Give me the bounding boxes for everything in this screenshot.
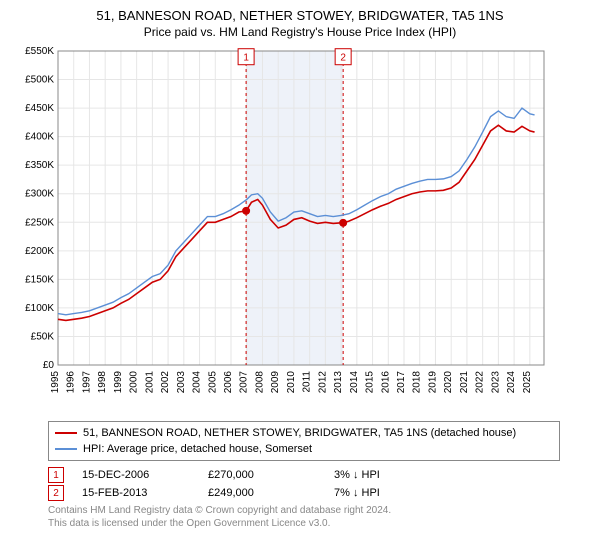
x-tick-label: 2008 <box>254 371 265 394</box>
y-tick-label: £50K <box>31 331 55 342</box>
legend-swatch <box>55 432 77 434</box>
x-tick-label: 2018 <box>412 371 423 394</box>
event-badge-label: 2 <box>340 53 346 64</box>
y-tick-label: £300K <box>25 189 54 200</box>
x-tick-label: 2024 <box>506 371 517 394</box>
footer-line: Contains HM Land Registry data © Crown c… <box>48 505 560 518</box>
x-tick-label: 2000 <box>129 371 140 394</box>
legend-label: HPI: Average price, detached house, Some… <box>83 441 312 457</box>
y-tick-label: £150K <box>25 274 54 285</box>
x-tick-label: 2006 <box>223 371 234 394</box>
x-tick-label: 2001 <box>144 371 155 394</box>
legend-item: HPI: Average price, detached house, Some… <box>55 441 553 457</box>
x-tick-label: 2004 <box>192 371 203 394</box>
x-tick-label: 2009 <box>270 371 281 394</box>
x-tick-label: 1997 <box>81 371 92 394</box>
y-tick-label: £200K <box>25 246 54 257</box>
y-tick-label: £400K <box>25 132 54 143</box>
footer-line: This data is licensed under the Open Gov… <box>48 518 560 531</box>
event-badge: 2 <box>48 485 64 501</box>
event-price: £249,000 <box>208 487 316 499</box>
footer-attribution: Contains HM Land Registry data © Crown c… <box>48 505 560 530</box>
chart-container: 51, BANNESON ROAD, NETHER STOWEY, BRIDGW… <box>0 0 600 534</box>
x-tick-label: 2010 <box>286 371 297 394</box>
chart-subtitle: Price paid vs. HM Land Registry's House … <box>10 25 590 39</box>
x-tick-label: 1995 <box>50 371 61 394</box>
event-dot <box>242 207 250 215</box>
y-tick-label: £350K <box>25 160 54 171</box>
x-tick-label: 2021 <box>459 371 470 394</box>
x-tick-label: 2007 <box>239 371 250 394</box>
x-tick-label: 2016 <box>380 371 391 394</box>
event-date: 15-DEC-2006 <box>82 469 190 481</box>
y-tick-label: £100K <box>25 303 54 314</box>
x-tick-label: 2017 <box>396 371 407 394</box>
event-diff: 7% ↓ HPI <box>334 487 442 499</box>
y-tick-label: £450K <box>25 103 54 114</box>
chart-area: £0 £50K £100K £150K £200K £250K £300K £350K £400… <box>10 45 590 415</box>
x-tick-label: 2011 <box>302 371 313 393</box>
x-tick-label: 1996 <box>66 371 77 394</box>
x-tick-label: 2002 <box>160 371 171 394</box>
x-tick-label: 2022 <box>475 371 486 394</box>
x-tick-label: 2012 <box>317 371 328 394</box>
x-tick-label: 2023 <box>490 371 501 394</box>
chart-title: 51, BANNESON ROAD, NETHER STOWEY, BRIDGW… <box>10 8 590 23</box>
x-tick-label: 2025 <box>522 371 533 394</box>
x-tick-label: 2014 <box>349 371 360 394</box>
event-table: 1 15-DEC-2006 £270,000 3% ↓ HPI 2 15-FEB-2013… <box>48 467 560 501</box>
y-tick-label: £0 <box>43 360 55 371</box>
event-date: 15-FEB-2013 <box>82 487 190 499</box>
shaded-band <box>246 51 343 365</box>
legend: 51, BANNESON ROAD, NETHER STOWEY, BRIDGW… <box>48 421 560 461</box>
event-badge-label: 1 <box>243 53 249 64</box>
x-tick-label: 2013 <box>333 371 344 394</box>
x-tick-label: 2003 <box>176 371 187 394</box>
event-diff: 3% ↓ HPI <box>334 469 442 481</box>
legend-swatch <box>55 448 77 450</box>
event-row: 2 15-FEB-2013 £249,000 7% ↓ HPI <box>48 485 560 501</box>
x-tick-label: 2005 <box>207 371 218 394</box>
y-tick-label: £500K <box>25 75 54 86</box>
line-chart: £0 £50K £100K £150K £200K £250K £300K £350K £400… <box>10 45 550 395</box>
event-badge: 1 <box>48 467 64 483</box>
x-tick-label: 1999 <box>113 371 124 394</box>
event-row: 1 15-DEC-2006 £270,000 3% ↓ HPI <box>48 467 560 483</box>
legend-label: 51, BANNESON ROAD, NETHER STOWEY, BRIDGW… <box>83 425 516 441</box>
x-tick-label: 1998 <box>97 371 108 394</box>
x-tick-label: 2019 <box>427 371 438 394</box>
x-tick-label: 2020 <box>443 371 454 394</box>
x-tick-label: 2015 <box>365 371 376 394</box>
event-dot <box>339 219 347 227</box>
y-tick-label: £550K <box>25 46 54 57</box>
legend-item: 51, BANNESON ROAD, NETHER STOWEY, BRIDGW… <box>55 425 553 441</box>
y-tick-label: £250K <box>25 217 54 228</box>
event-price: £270,000 <box>208 469 316 481</box>
